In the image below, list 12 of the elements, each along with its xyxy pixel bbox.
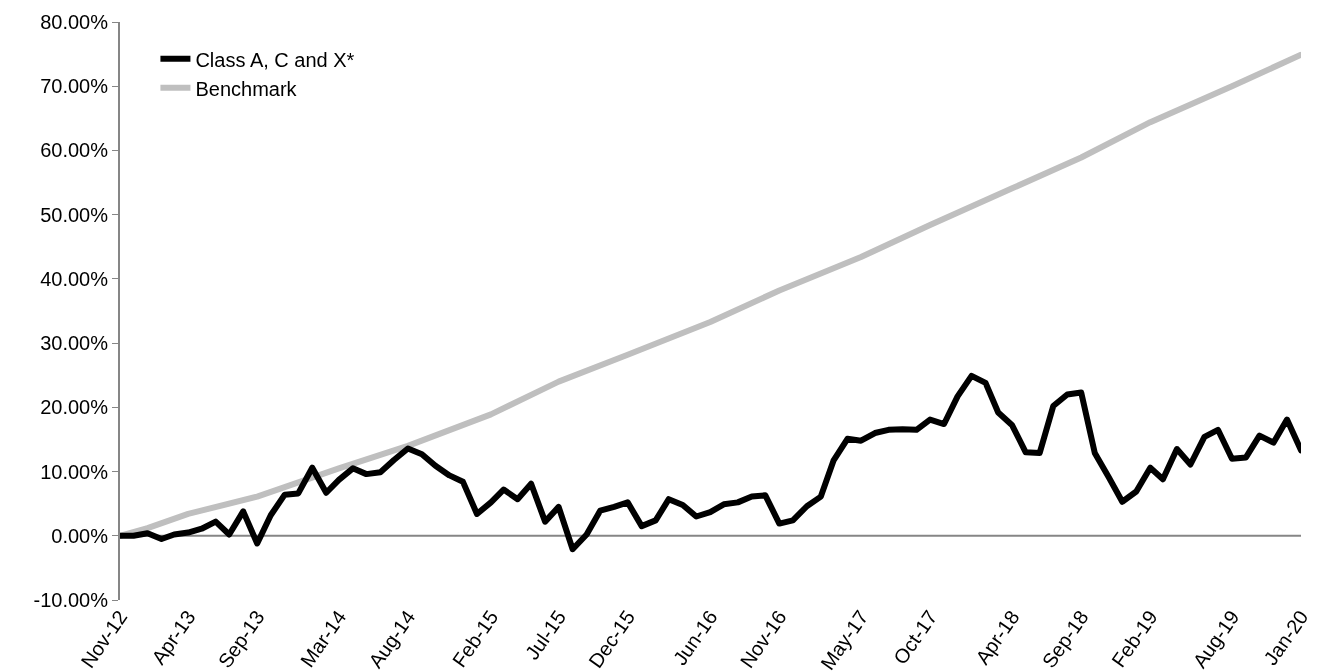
- y-tick-label: 40.00%: [40, 267, 109, 290]
- y-tick-label: -10.00%: [33, 589, 109, 611]
- y-tick-label: 60.00%: [40, 139, 109, 162]
- y-tick-label: 80.00%: [40, 11, 109, 33]
- y-tick-label: 10.00%: [40, 460, 109, 483]
- legend-label: Benchmark: [195, 77, 298, 100]
- legend-label: Class A, C and X*: [195, 48, 355, 71]
- y-tick-label: 0.00%: [51, 524, 109, 547]
- y-tick-label: 50.00%: [40, 203, 109, 226]
- y-tick-label: 30.00%: [40, 332, 109, 355]
- y-tick-label: 70.00%: [40, 75, 109, 98]
- y-tick-label: 20.00%: [40, 396, 109, 419]
